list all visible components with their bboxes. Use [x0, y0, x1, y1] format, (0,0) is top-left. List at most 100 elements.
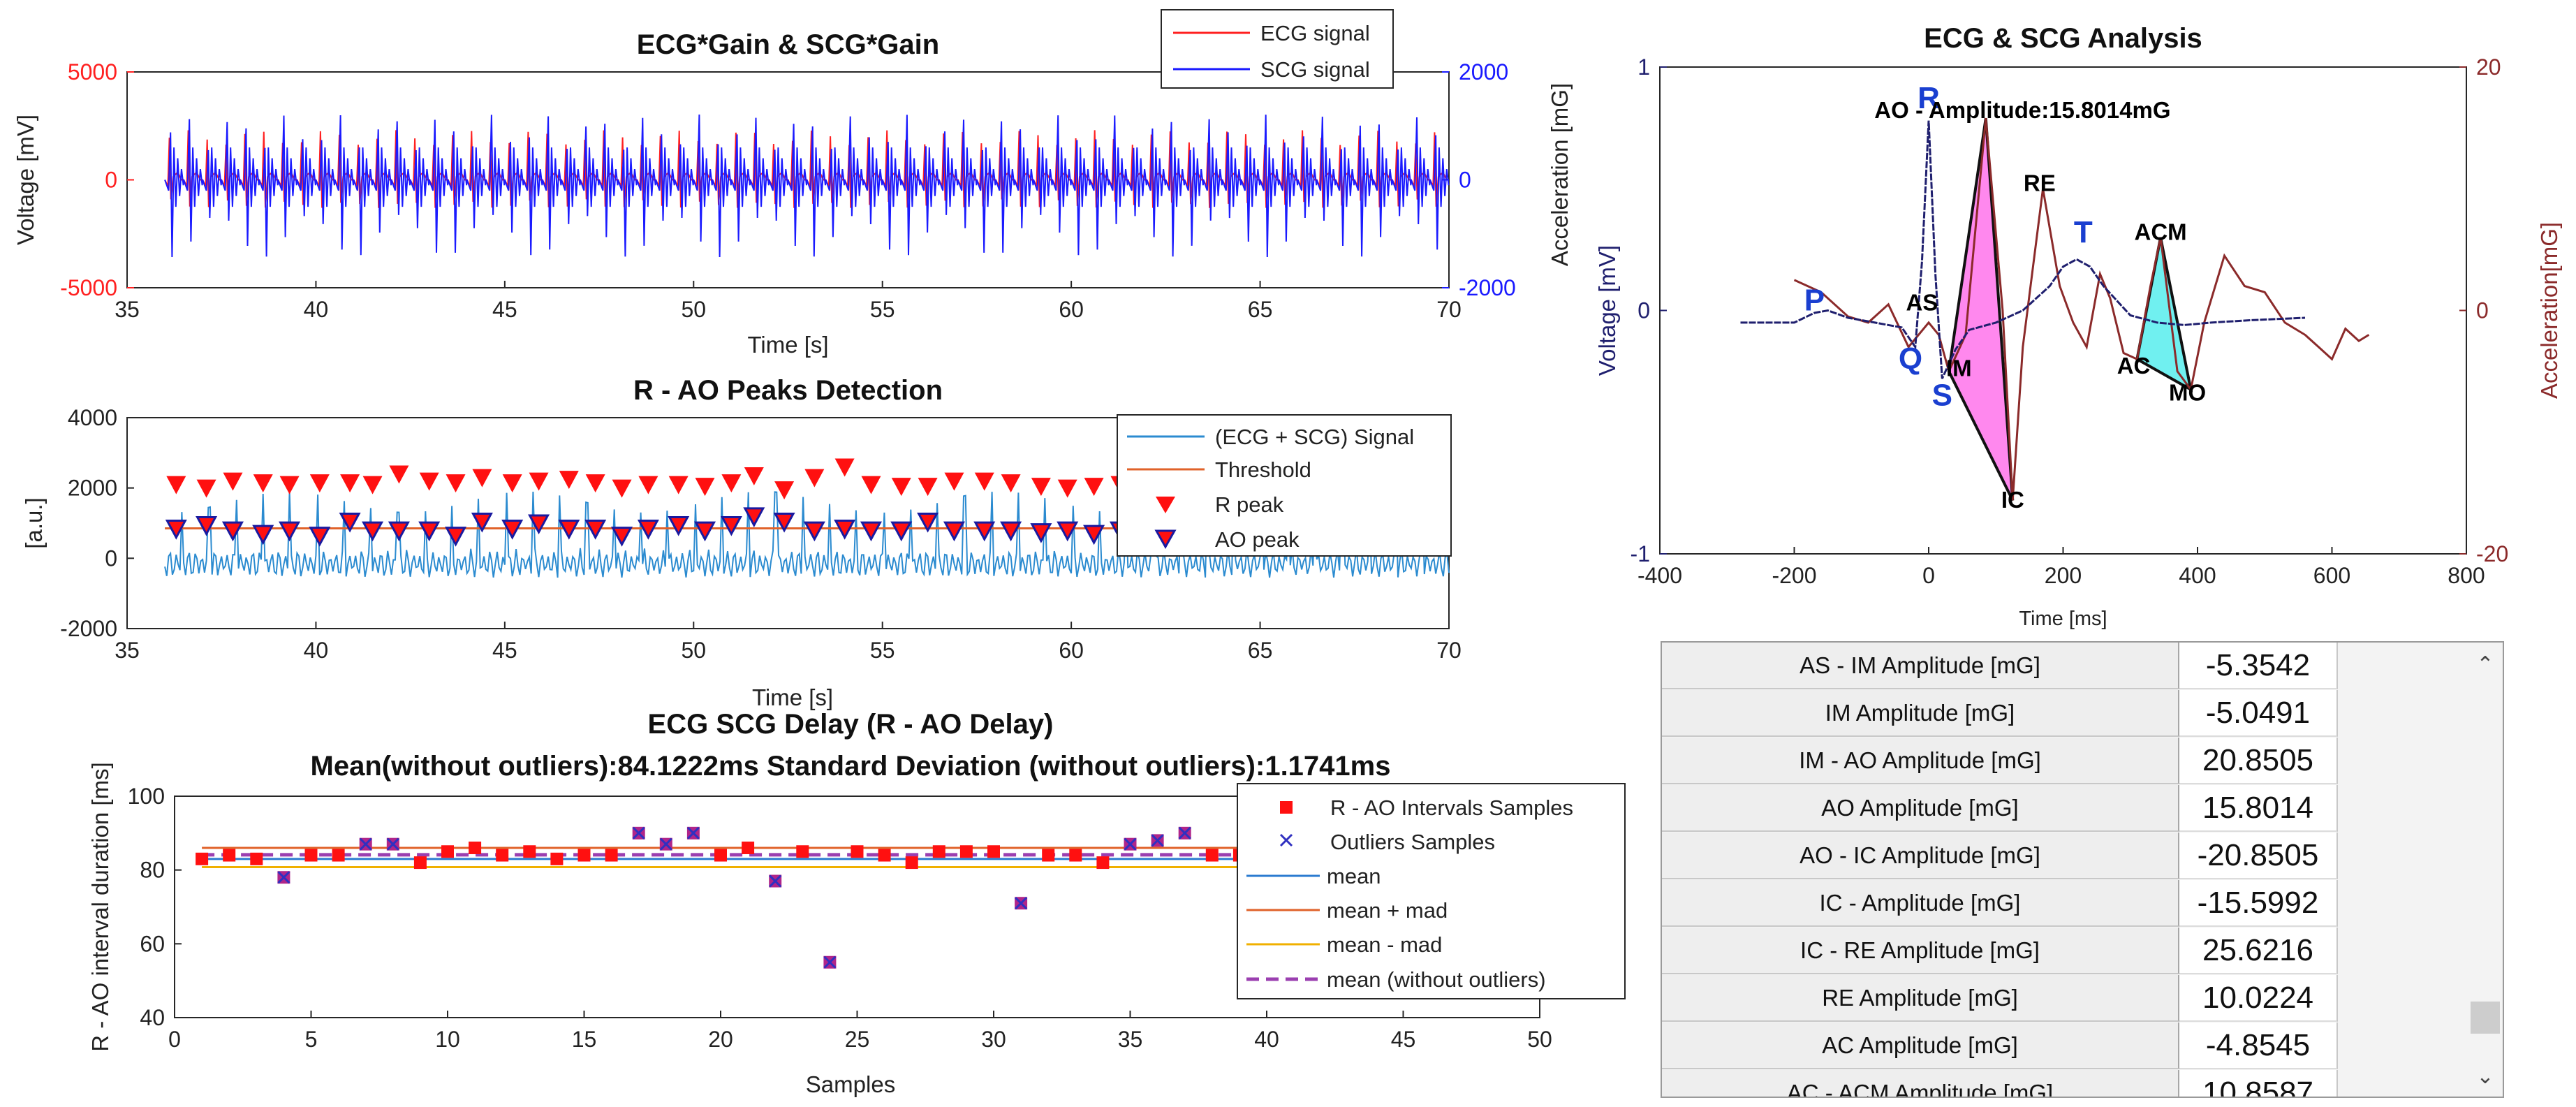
ao-peak-marker: [221, 521, 244, 542]
ao-peak-marker: [165, 520, 187, 540]
analysis-label: Q: [1899, 342, 1922, 376]
r-peak-marker: [721, 474, 742, 493]
gain-xlabel: Time [s]: [747, 332, 828, 358]
table-row[interactable]: IC - RE Amplitude [mG] 25.6216: [1662, 928, 2346, 974]
delay-legend-label: mean - mad: [1327, 932, 1442, 957]
r-peak-marker: [1001, 474, 1021, 493]
ao-peak-marker: [445, 527, 467, 547]
r-peak-marker: [774, 481, 795, 500]
ao-peak-marker: [1083, 525, 1105, 545]
amplitude-value-cell: -15.5992: [2179, 880, 2338, 927]
amplitude-label-cell: AS - IM Amplitude [mG]: [1662, 643, 2179, 689]
table-row[interactable]: IM Amplitude [mG] -5.0491: [1662, 690, 2346, 737]
ao-peak-marker: [743, 507, 765, 528]
analysis-xlabel: Time [ms]: [2019, 608, 2107, 630]
interval-sample-marker: [796, 845, 809, 858]
gain-yl-tick-label: 0: [105, 168, 117, 193]
gain-x-tick-label: 65: [1248, 297, 1273, 322]
scg-signal-line: [164, 114, 1450, 258]
ao-peak-marker: [860, 521, 883, 542]
analysis-label: AO - Amplitude:15.8014mG: [1874, 97, 2170, 123]
table-row[interactable]: AO - IC Amplitude [mG] -20.8505: [1662, 833, 2346, 879]
r-peak-marker: [529, 472, 549, 491]
gain-yl-tick-label: -5000: [60, 275, 117, 300]
analysis-yl-tick-label: 0: [1637, 298, 1650, 323]
table-row[interactable]: AC - ACM Amplitude [mG] 10.8587: [1662, 1070, 2346, 1097]
table-row[interactable]: AC Amplitude [mG] -4.8545: [1662, 1022, 2346, 1069]
ao-amplitude-fill: [1947, 117, 2015, 501]
interval-sample-marker: [932, 845, 945, 858]
r-peak-marker: [502, 474, 522, 493]
table-row[interactable]: IM - AO Amplitude [mG] 20.8505: [1662, 738, 2346, 784]
interval-sample-marker: [223, 849, 236, 862]
peaks-legend-label: Threshold: [1215, 457, 1311, 482]
delay-y-tick-label: 60: [140, 931, 165, 956]
interval-sample-marker: [413, 856, 427, 870]
r-peak-marker: [612, 479, 632, 498]
interval-sample-marker: [987, 845, 1000, 858]
peaks-ylabel: [a.u.]: [21, 497, 47, 548]
analysis-yr-tick-label: 20: [2476, 54, 2501, 80]
scroll-down-icon[interactable]: ⌄: [2476, 1065, 2494, 1088]
analysis-ylabel-outer: Acceleration [mG]: [1547, 83, 1573, 266]
interval-sample-marker: [1069, 849, 1082, 862]
delay-y-tick-label: 100: [128, 784, 165, 809]
peaks-title: R - AO Peaks Detection: [633, 375, 943, 406]
delay-x-tick-label: 45: [1391, 1027, 1416, 1052]
ao-peak-marker: [418, 521, 441, 542]
analysis-label: T: [2074, 215, 2093, 249]
gain-yl-tick-label: 5000: [68, 59, 117, 85]
table-row[interactable]: AS - IM Amplitude [mG] -5.3542: [1662, 643, 2346, 689]
table-row[interactable]: RE Amplitude [mG] 10.0224: [1662, 975, 2346, 1022]
peaks-x-tick-label: 60: [1059, 638, 1084, 663]
delay-x-tick-label: 25: [845, 1027, 870, 1052]
peaks-legend-swatch: [1154, 529, 1177, 550]
delay-xlabel: Samples: [806, 1071, 895, 1097]
interval-sample-marker: [1096, 856, 1110, 870]
table-scrollbar[interactable]: ⌃ ⌄: [2468, 643, 2503, 1097]
gain-x-tick-label: 45: [492, 297, 517, 322]
delay-legend-label: mean (without outliers): [1327, 967, 1546, 992]
interval-sample-marker: [332, 849, 345, 862]
interval-sample-marker: [523, 845, 536, 858]
outlier-sample-marker: [686, 826, 700, 840]
amplitude-label-cell: IC - Amplitude [mG]: [1662, 880, 2179, 927]
ao-peak-marker: [1030, 523, 1052, 543]
ao-peak-marker: [1000, 521, 1022, 542]
r-peak-marker: [472, 469, 492, 487]
scroll-thumb[interactable]: [2471, 1002, 2500, 1034]
ao-peak-marker: [528, 514, 550, 535]
analysis-yr-tick-label: 0: [2476, 298, 2489, 323]
interval-sample-marker: [1042, 849, 1055, 862]
analysis-yl-tick-label: 1: [1637, 54, 1650, 80]
ao-peak-marker: [693, 521, 716, 542]
r-peak-marker: [1031, 478, 1051, 497]
interval-sample-marker: [196, 852, 209, 865]
table-row[interactable]: IC - Amplitude [mG] -15.5992: [1662, 880, 2346, 927]
scroll-up-icon[interactable]: ⌃: [2476, 653, 2494, 676]
r-peak-marker: [253, 474, 273, 493]
amplitude-value-cell: 15.8014: [2179, 785, 2338, 832]
amplitude-table: AS - IM Amplitude [mG] -5.3542 IM Amplitud…: [1661, 641, 2504, 1098]
peaks-x-tick-label: 65: [1248, 638, 1273, 663]
analysis-x-tick-label: 200: [2045, 563, 2082, 588]
ao-peak-marker: [279, 521, 301, 542]
table-row[interactable]: AO Amplitude [mG] 15.8014: [1662, 785, 2346, 832]
r-peak-marker: [834, 458, 855, 477]
r-peak-marker: [196, 479, 216, 498]
peaks-legend-label: (ECG + SCG) Signal: [1215, 425, 1414, 449]
amplitude-label-cell: AO - IC Amplitude [mG]: [1662, 833, 2179, 879]
ao-peak-marker: [834, 520, 856, 540]
amplitude-value-cell: 25.6216: [2179, 928, 2338, 974]
interval-sample-marker: [605, 849, 618, 862]
r-peak-marker: [744, 467, 764, 486]
amplitude-label-cell: IM Amplitude [mG]: [1662, 690, 2179, 737]
ao-peak-marker: [611, 527, 633, 547]
analysis-yl-tick-label: -1: [1631, 541, 1650, 566]
gain-ylabel: Voltage [mV]: [13, 115, 38, 245]
interval-sample-marker: [496, 849, 509, 862]
ao-peak-marker: [558, 520, 580, 540]
analysis-yr-tick-label: -20: [2476, 541, 2508, 566]
r-peak-marker: [446, 474, 466, 493]
